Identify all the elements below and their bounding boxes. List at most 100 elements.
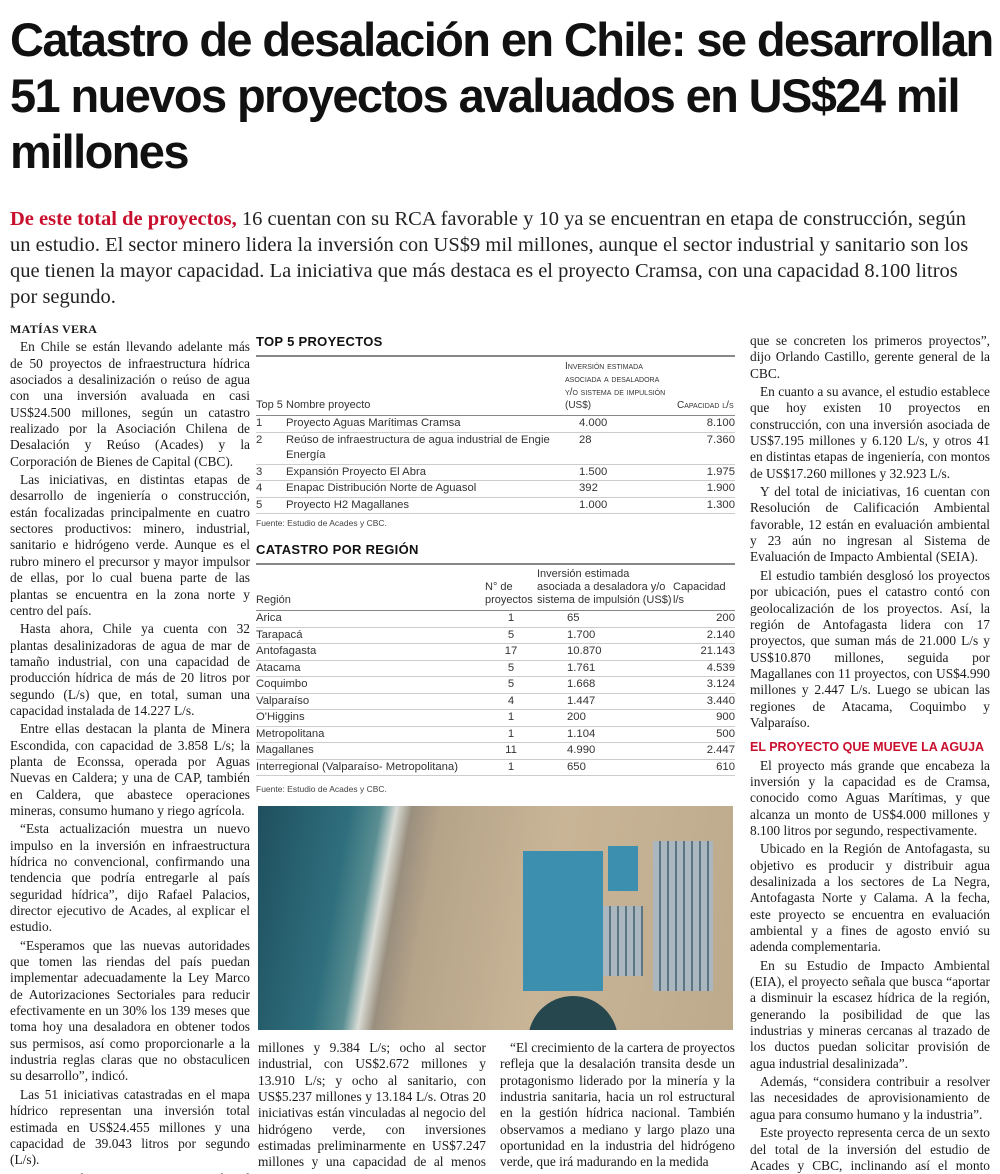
table-row: Arica 1 65 200 [256,610,735,628]
col-header: Inversión estimada asociada a desaladora… [565,357,677,416]
table-cell: 17 [485,643,537,661]
table-cell: 1.700 [537,627,673,644]
headline: Catastro de desalación en Chile: se desa… [10,13,994,178]
table-cell: 500 [673,726,735,743]
table-row: Tarapacá 5 1.700 2.140 [256,627,735,644]
table-cell: 1.761 [537,660,673,677]
paragraph: En su Estudio de Impacto Ambiental (EIA)… [750,957,990,1071]
table-cell: 1.300 [677,497,735,514]
table-row: 4 Enapac Distribución Norte de Aguasol 392… [256,480,735,498]
table-source: Fuente: Estudio de Acades y CBC. [256,784,387,794]
table-cell: 4.000 [565,415,677,433]
byline: MATÍAS VERA [10,322,98,336]
table-cell: 1.900 [677,480,735,498]
table-cell: 5 [485,660,537,677]
paragraph: De ese total, 15 proyectos corresponden … [10,1171,250,1174]
table-cell: 3.440 [673,693,735,710]
paragraph: Además, “considera contribuir a resolver… [750,1074,990,1122]
table-cell: 2.140 [673,627,735,644]
table-cell: 1.447 [537,693,673,710]
table-cell: Reúso de infraestructura de agua industr… [286,432,565,465]
table-cell: 1.500 [565,464,677,481]
paragraph: Hasta ahora, Chile ya cuenta con 32 plan… [10,621,250,718]
table-row: Antofagasta 17 10.870 21.143 [256,643,735,661]
right-column: que se concreten los primeros proyectos”… [750,333,990,1174]
table-cell: 4 [256,480,286,498]
table-row: O'Higgins 1 200 900 [256,709,735,727]
middle-text: millones y 9.384 L/s; ocho al sector ind… [258,1040,735,1174]
table-cell: Interregional (Valparaíso- Metropolitana… [256,759,485,776]
table-cell: Magallanes [256,742,485,760]
table-cell: Metropolitana [256,726,485,743]
table-cell: 4.539 [673,660,735,677]
subheading: EL PROYECTO QUE MUEVE LA AGUJA [750,740,985,755]
middle-left-text: millones y 9.384 L/s; ocho al sector ind… [258,1040,486,1174]
table-cell: 2.447 [673,742,735,760]
table-cell: Arica [256,610,485,628]
table-cell: 3.124 [673,676,735,694]
table-cell: 650 [537,759,673,776]
table-row: Valparaíso 4 1.447 3.440 [256,693,735,710]
table-cell: 4.990 [537,742,673,760]
table-cell: 28 [565,432,677,465]
table-cell: Enapac Distribución Norte de Aguasol [286,480,565,498]
paragraph: que se concreten los primeros proyectos”… [750,333,990,381]
table-cell: 1 [485,610,537,628]
paragraph: El proyecto más grande que encabeza la i… [750,757,990,838]
region-title: CATASTRO POR REGIÓN [256,542,735,565]
table-cell: Atacama [256,660,485,677]
table-row: 2 Reúso de infraestructura de agua indust… [256,432,735,465]
table-cell: 1.104 [537,726,673,743]
table-cell: Coquimbo [256,676,485,694]
region-table: CATASTRO POR REGIÓN Región N° de proyect… [256,542,735,794]
col-header: Inversión estimada asociada a desaladora… [537,565,673,611]
table-cell: 200 [537,709,673,727]
table-row: Coquimbo 5 1.668 3.124 [256,676,735,694]
table-cell: 5 [256,497,286,514]
paragraph: “Esperamos que las nuevas autoridades qu… [10,937,250,1084]
top5-title: TOP 5 PROYECTOS [256,334,735,357]
table-cell: Proyecto Aguas Marítimas Cramsa [286,415,565,433]
paragraph: “Esta actualización muestra un nuevo imp… [10,821,250,935]
paragraph: Las iniciativas, en distintas etapas de … [10,472,250,618]
left-column: MATÍAS VERA En Chile se están llevando a… [10,321,250,1174]
paragraph: Ubicado en la Región de Antofagasta, su … [750,841,990,955]
table-cell: 1 [485,709,537,727]
table-row: Interregional (Valparaíso- Metropolitana… [256,759,735,776]
table-cell: 21.143 [673,643,735,661]
col-header: Nombre proyecto [286,357,565,416]
col-header: Top 5 [256,357,286,416]
paragraph: Este proyecto representa cerca de un sex… [750,1125,990,1173]
table-cell: 2 [256,432,286,465]
table-cell: 65 [537,610,673,628]
table-cell: 1.975 [677,464,735,481]
lead-text: 16 cuentan con su RCA favorable y 10 ya … [10,208,969,308]
table-cell: Antofagasta [256,643,485,661]
table-cell: 5 [485,676,537,694]
table-cell: 1.668 [537,676,673,694]
table-row: 1 Proyecto Aguas Marítimas Cramsa 4.000 8.1… [256,415,735,433]
table-row: Magallanes 11 4.990 2.447 [256,742,735,760]
table-cell: Expansión Proyecto El Abra [286,464,565,481]
middle-column: TOP 5 PROYECTOS Top 5 Nombre proyecto In… [256,334,735,1174]
paragraph: En Chile se están llevando adelante más … [10,339,250,469]
table-cell: 200 [673,610,735,628]
table-cell: 8.100 [677,415,735,433]
table-cell: O'Higgins [256,709,485,727]
table-cell: 1 [485,759,537,776]
col-header: N° de proyectos [485,565,537,611]
table-cell: 392 [565,480,677,498]
table-cell: 4 [485,693,537,710]
table-row: 3 Expansión Proyecto El Abra 1.500 1.975 [256,464,735,481]
table-row: Atacama 5 1.761 4.539 [256,660,735,677]
desalination-plant-photo [258,806,733,1030]
lead-paragraph: De este total de proyectos, 16 cuentan c… [10,206,990,310]
table-cell: 1 [256,415,286,433]
paragraph: Entre ellas destacan la planta de Minera… [10,721,250,818]
col-header: Capacidad l/s [673,565,735,611]
paragraph: En cuanto a su avance, el estudio establ… [750,384,990,481]
paragraph: Las 51 iniciativas catastradas en el map… [10,1086,250,1168]
table-cell: 1.000 [565,497,677,514]
table-cell: 3 [256,464,286,481]
table-cell: 610 [673,759,735,776]
